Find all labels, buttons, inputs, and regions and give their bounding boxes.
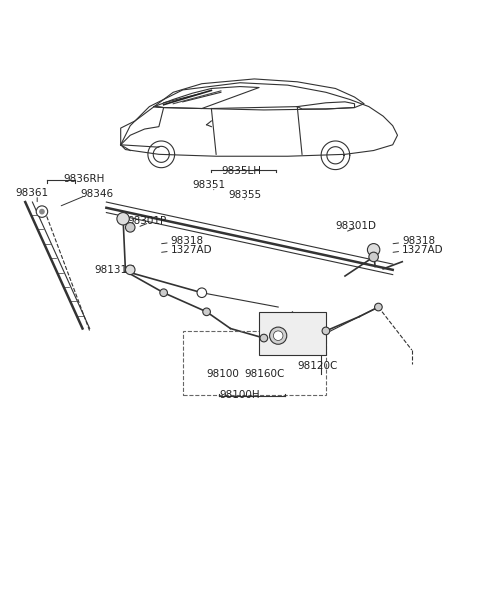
Circle shape bbox=[322, 327, 330, 335]
Bar bbox=[183, 331, 326, 395]
Text: 98301P: 98301P bbox=[128, 216, 167, 226]
Circle shape bbox=[36, 206, 48, 217]
Text: 98100H: 98100H bbox=[220, 390, 260, 400]
Circle shape bbox=[374, 303, 382, 311]
Circle shape bbox=[125, 223, 135, 232]
Circle shape bbox=[203, 308, 210, 315]
Text: 98131C: 98131C bbox=[95, 265, 135, 275]
Text: 98355: 98355 bbox=[228, 190, 261, 200]
Text: 9835LH: 9835LH bbox=[221, 166, 261, 176]
Text: 98318: 98318 bbox=[171, 236, 204, 246]
Circle shape bbox=[39, 209, 45, 214]
Text: 98361: 98361 bbox=[16, 189, 49, 199]
Circle shape bbox=[197, 288, 206, 298]
Text: 1327AD: 1327AD bbox=[402, 245, 444, 255]
Circle shape bbox=[260, 334, 268, 342]
Circle shape bbox=[367, 243, 380, 256]
Text: 9836RH: 9836RH bbox=[63, 174, 105, 184]
Circle shape bbox=[160, 289, 168, 296]
Text: 98346: 98346 bbox=[80, 189, 113, 199]
Circle shape bbox=[274, 331, 283, 340]
Text: 1327AD: 1327AD bbox=[171, 245, 213, 255]
Text: 98160C: 98160C bbox=[245, 369, 285, 379]
Bar bbox=[259, 312, 326, 355]
Circle shape bbox=[117, 212, 129, 225]
Text: 98100: 98100 bbox=[206, 369, 240, 379]
Text: 98120C: 98120C bbox=[297, 361, 337, 371]
Text: 98318: 98318 bbox=[402, 236, 435, 246]
Circle shape bbox=[125, 265, 135, 275]
Circle shape bbox=[369, 252, 378, 262]
Text: 98301D: 98301D bbox=[336, 221, 376, 231]
Circle shape bbox=[270, 327, 287, 345]
Text: 98351: 98351 bbox=[192, 180, 226, 190]
